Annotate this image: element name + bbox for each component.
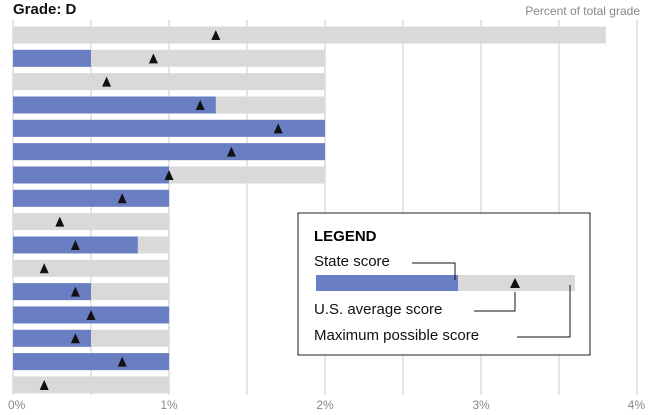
legend-state-bar	[316, 275, 458, 291]
avg-marker	[70, 239, 80, 250]
subtitle: Percent of total grade	[525, 4, 640, 18]
legend-connector	[412, 262, 456, 280]
x-tick-label: 2%	[316, 398, 334, 412]
avg-marker	[211, 30, 221, 40]
avg-marker	[148, 53, 158, 64]
avg-marker	[70, 286, 80, 297]
state-bar	[13, 189, 169, 207]
bars	[13, 26, 606, 394]
state-bar	[13, 119, 325, 137]
legend-label: Maximum possible score	[314, 327, 479, 344]
avg-marker	[273, 123, 283, 134]
state-bar	[13, 96, 216, 114]
max-bar	[13, 73, 325, 91]
avg-marker	[164, 169, 174, 180]
state-bar	[13, 283, 91, 301]
x-tick-label: 1%	[160, 398, 178, 412]
state-bar	[13, 166, 169, 184]
max-bar	[13, 213, 169, 231]
state-bar	[13, 329, 91, 347]
x-tick-label: 0%	[8, 398, 26, 412]
legend: LEGEND State score U.S. average score Ma…	[297, 212, 591, 356]
avg-marker	[117, 356, 127, 367]
state-bar	[13, 49, 91, 67]
x-tick-label: 4%	[628, 398, 646, 412]
avg-marker	[39, 379, 49, 390]
max-bar	[13, 376, 169, 394]
avg-marker	[117, 193, 127, 204]
avg-marker	[195, 99, 205, 110]
legend-label: U.S. average score	[314, 301, 442, 318]
max-bar	[13, 26, 606, 44]
max-bar	[13, 259, 169, 277]
legend-avg-marker	[510, 278, 520, 288]
avg-marker	[70, 333, 80, 344]
chart-title: Grade: D	[13, 1, 77, 18]
avg-marker	[55, 216, 65, 227]
avg-marker	[39, 263, 49, 274]
legend-connector	[474, 292, 516, 312]
avg-marker	[86, 309, 96, 320]
legend-label: State score	[314, 253, 390, 270]
state-bar	[13, 353, 169, 371]
x-tick-label: 3%	[472, 398, 490, 412]
avg-marker	[226, 146, 236, 157]
legend-connector	[517, 285, 571, 338]
state-bar	[13, 143, 325, 161]
avg-marker	[102, 76, 112, 87]
legend-title: LEGEND	[314, 228, 377, 245]
